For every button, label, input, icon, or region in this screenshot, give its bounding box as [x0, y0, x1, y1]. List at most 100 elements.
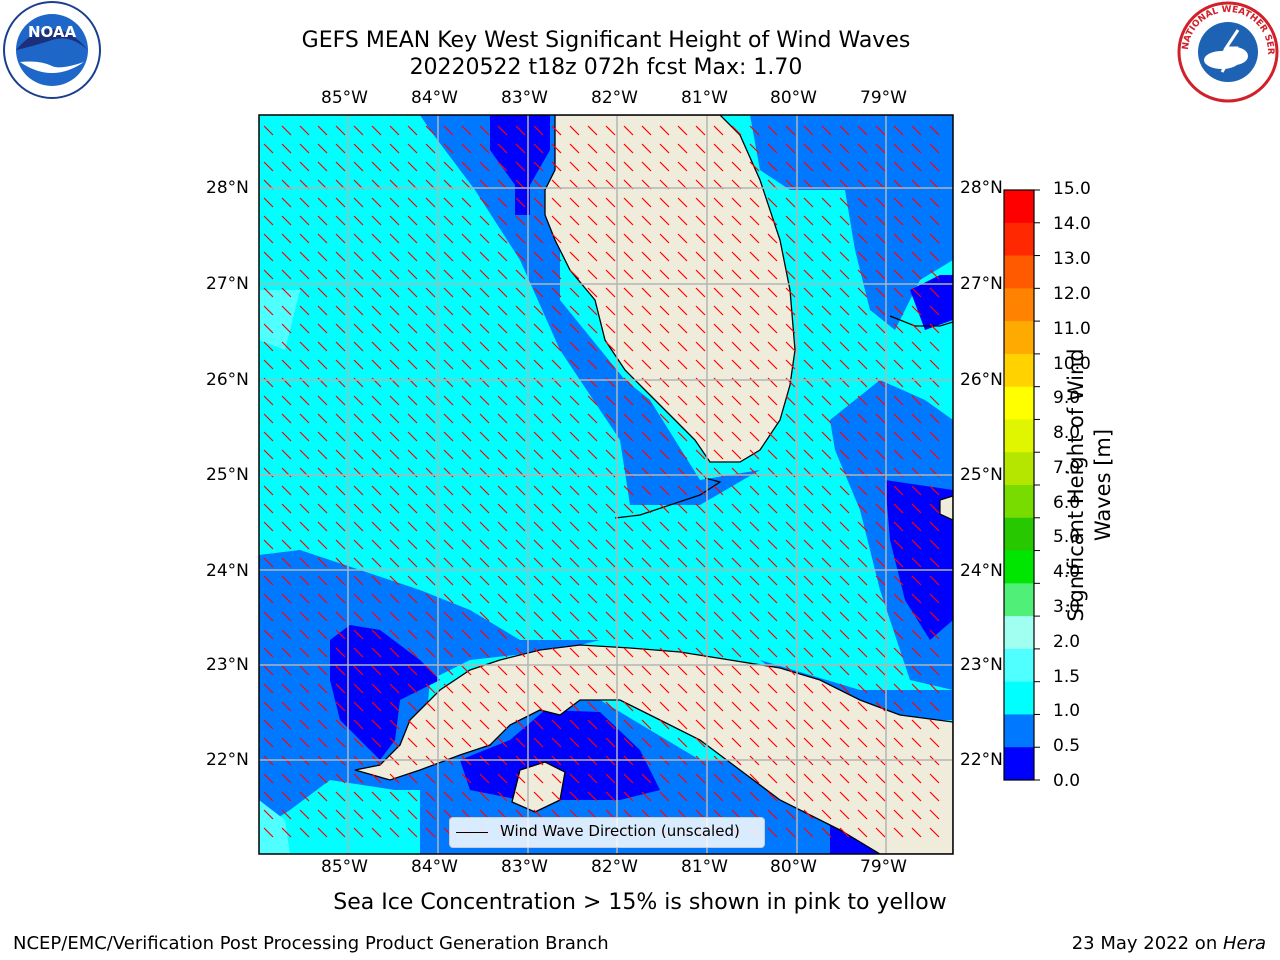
wind-arrow [443, 575, 454, 586]
wind-arrow [569, 503, 580, 514]
wind-arrow [569, 359, 580, 370]
wind-arrow [281, 827, 292, 838]
wind-arrow [587, 575, 598, 586]
wind-arrow [335, 701, 346, 712]
wind-arrow [425, 503, 436, 514]
wind-arrow [407, 197, 418, 208]
wind-arrow [533, 791, 544, 802]
wind-arrow [695, 629, 706, 640]
wind-arrow [335, 593, 346, 604]
wind-arrow [425, 359, 436, 370]
wind-arrow [623, 575, 634, 586]
wind-arrow [875, 683, 886, 694]
wind-arrow [533, 629, 544, 640]
sea-ice-note: Sea Ice Concentration > 15% is shown in … [333, 890, 947, 915]
wind-arrow [659, 503, 670, 514]
wind-arrow [263, 197, 274, 208]
wind-arrow [551, 503, 562, 514]
wind-arrow [569, 593, 580, 604]
lat-label-left: 28°N [206, 178, 249, 198]
wind-arrow [263, 611, 274, 622]
wind-arrow [713, 269, 724, 280]
wind-arrow [371, 647, 382, 658]
wind-arrow [713, 593, 724, 604]
wind-arrow [623, 701, 634, 712]
wind-arrow [821, 737, 832, 748]
wind-arrow [281, 737, 292, 748]
wind-arrow [695, 215, 706, 226]
wind-arrow [299, 161, 310, 172]
wind-arrow [353, 647, 364, 658]
wind-arrow [713, 287, 724, 298]
wind-arrow [929, 701, 940, 712]
wind-arrow [407, 809, 418, 820]
wind-arrow [335, 269, 346, 280]
wind-arrow [335, 827, 346, 838]
wind-arrow [605, 161, 616, 172]
wind-arrow [443, 719, 454, 730]
wind-arrow [875, 161, 886, 172]
wind-arrow [533, 269, 544, 280]
wind-arrow [317, 197, 328, 208]
noaa-logo: NOAA [0, 0, 104, 104]
wind-arrow [299, 629, 310, 640]
wind-arrow [461, 701, 472, 712]
wind-arrow [839, 611, 850, 622]
wind-arrow [281, 701, 292, 712]
footer-date: 23 May 2022 on Hera [1072, 933, 1266, 954]
wind-arrow [713, 773, 724, 784]
wind-arrow [731, 665, 742, 676]
wind-arrow [695, 395, 706, 406]
wind-arrow [911, 287, 922, 298]
wind-arrow [839, 665, 850, 676]
colorbar-level [1004, 648, 1034, 683]
wind-arrow [533, 395, 544, 406]
wind-arrow [785, 503, 796, 514]
wind-arrow [533, 737, 544, 748]
wind-arrow [677, 413, 688, 424]
wind-arrow [785, 161, 796, 172]
wind-arrow [587, 413, 598, 424]
wind-arrow [479, 125, 490, 136]
colorbar-tick: 10.0 [1053, 354, 1091, 374]
wind-arrow [785, 287, 796, 298]
wind-arrow [389, 593, 400, 604]
wind-arrow [713, 305, 724, 316]
wind-arrow [875, 233, 886, 244]
wind-arrow [929, 269, 940, 280]
wind-arrow [317, 449, 328, 460]
wind-arrow [785, 539, 796, 550]
wind-arrow [821, 629, 832, 640]
wind-arrow [425, 629, 436, 640]
wind-arrow [533, 143, 544, 154]
wind-arrow [605, 215, 616, 226]
wind-arrow [839, 359, 850, 370]
wind-arrow [821, 575, 832, 586]
wind-arrow [335, 125, 346, 136]
lon-label-top: 84°W [411, 88, 458, 108]
wind-arrow [659, 557, 670, 568]
wind-arrow [317, 827, 328, 838]
wind-arrow [893, 683, 904, 694]
wind-arrow [857, 791, 868, 802]
wind-arrow [911, 521, 922, 532]
wind-arrow [497, 215, 508, 226]
wind-arrow [875, 215, 886, 226]
wind-arrow [605, 683, 616, 694]
wind-arrow [695, 305, 706, 316]
wind-arrow [785, 809, 796, 820]
wind-arrow [767, 287, 778, 298]
wind-arrow [839, 251, 850, 262]
wind-arrow [263, 485, 274, 496]
wind-arrow [461, 413, 472, 424]
wind-arrow [515, 269, 526, 280]
wind-arrow [911, 773, 922, 784]
wind-arrow [407, 539, 418, 550]
wind-arrow [587, 593, 598, 604]
wind-arrow [587, 143, 598, 154]
wind-arrow [335, 719, 346, 730]
wind-arrow [731, 251, 742, 262]
wind-arrow [659, 593, 670, 604]
wind-arrow [605, 737, 616, 748]
wind-arrow [299, 647, 310, 658]
